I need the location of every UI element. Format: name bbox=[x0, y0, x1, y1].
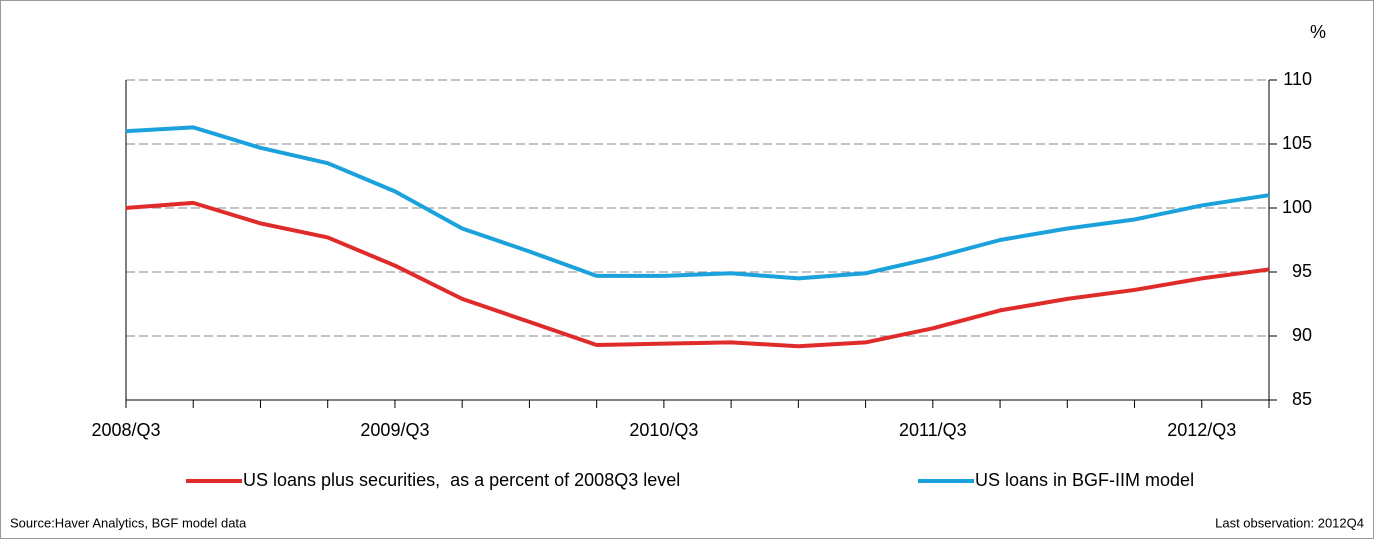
y-tick-label: 105 bbox=[1282, 133, 1312, 153]
source: Source:Haver Analytics, BGF model data bbox=[10, 515, 247, 530]
y-tick-label: 110 bbox=[1283, 69, 1312, 89]
x-tick-label: 2012/Q3 bbox=[1167, 420, 1236, 440]
x-tick-label: 2009/Q3 bbox=[360, 420, 429, 440]
series-line bbox=[125, 200, 1270, 349]
y-tick-label: 90 bbox=[1292, 325, 1312, 345]
x-tick-label: 2010/Q3 bbox=[629, 420, 698, 440]
y-tick-label: 95 bbox=[1292, 261, 1312, 281]
x-tick-label: 2011/Q3 bbox=[899, 420, 967, 440]
legend-label: US loans plus securities, as a percent o… bbox=[243, 470, 680, 490]
series-line bbox=[125, 125, 1270, 281]
legend-label: US loans in BGF-IIM model bbox=[975, 470, 1194, 490]
y-tick-label: 100 bbox=[1282, 197, 1312, 217]
y-unit: % bbox=[1310, 22, 1326, 42]
y-tick-label: 85 bbox=[1292, 389, 1312, 409]
x-tick-label: 2008/Q3 bbox=[91, 420, 160, 440]
note: Last observation: 2012Q4 bbox=[1215, 515, 1364, 530]
